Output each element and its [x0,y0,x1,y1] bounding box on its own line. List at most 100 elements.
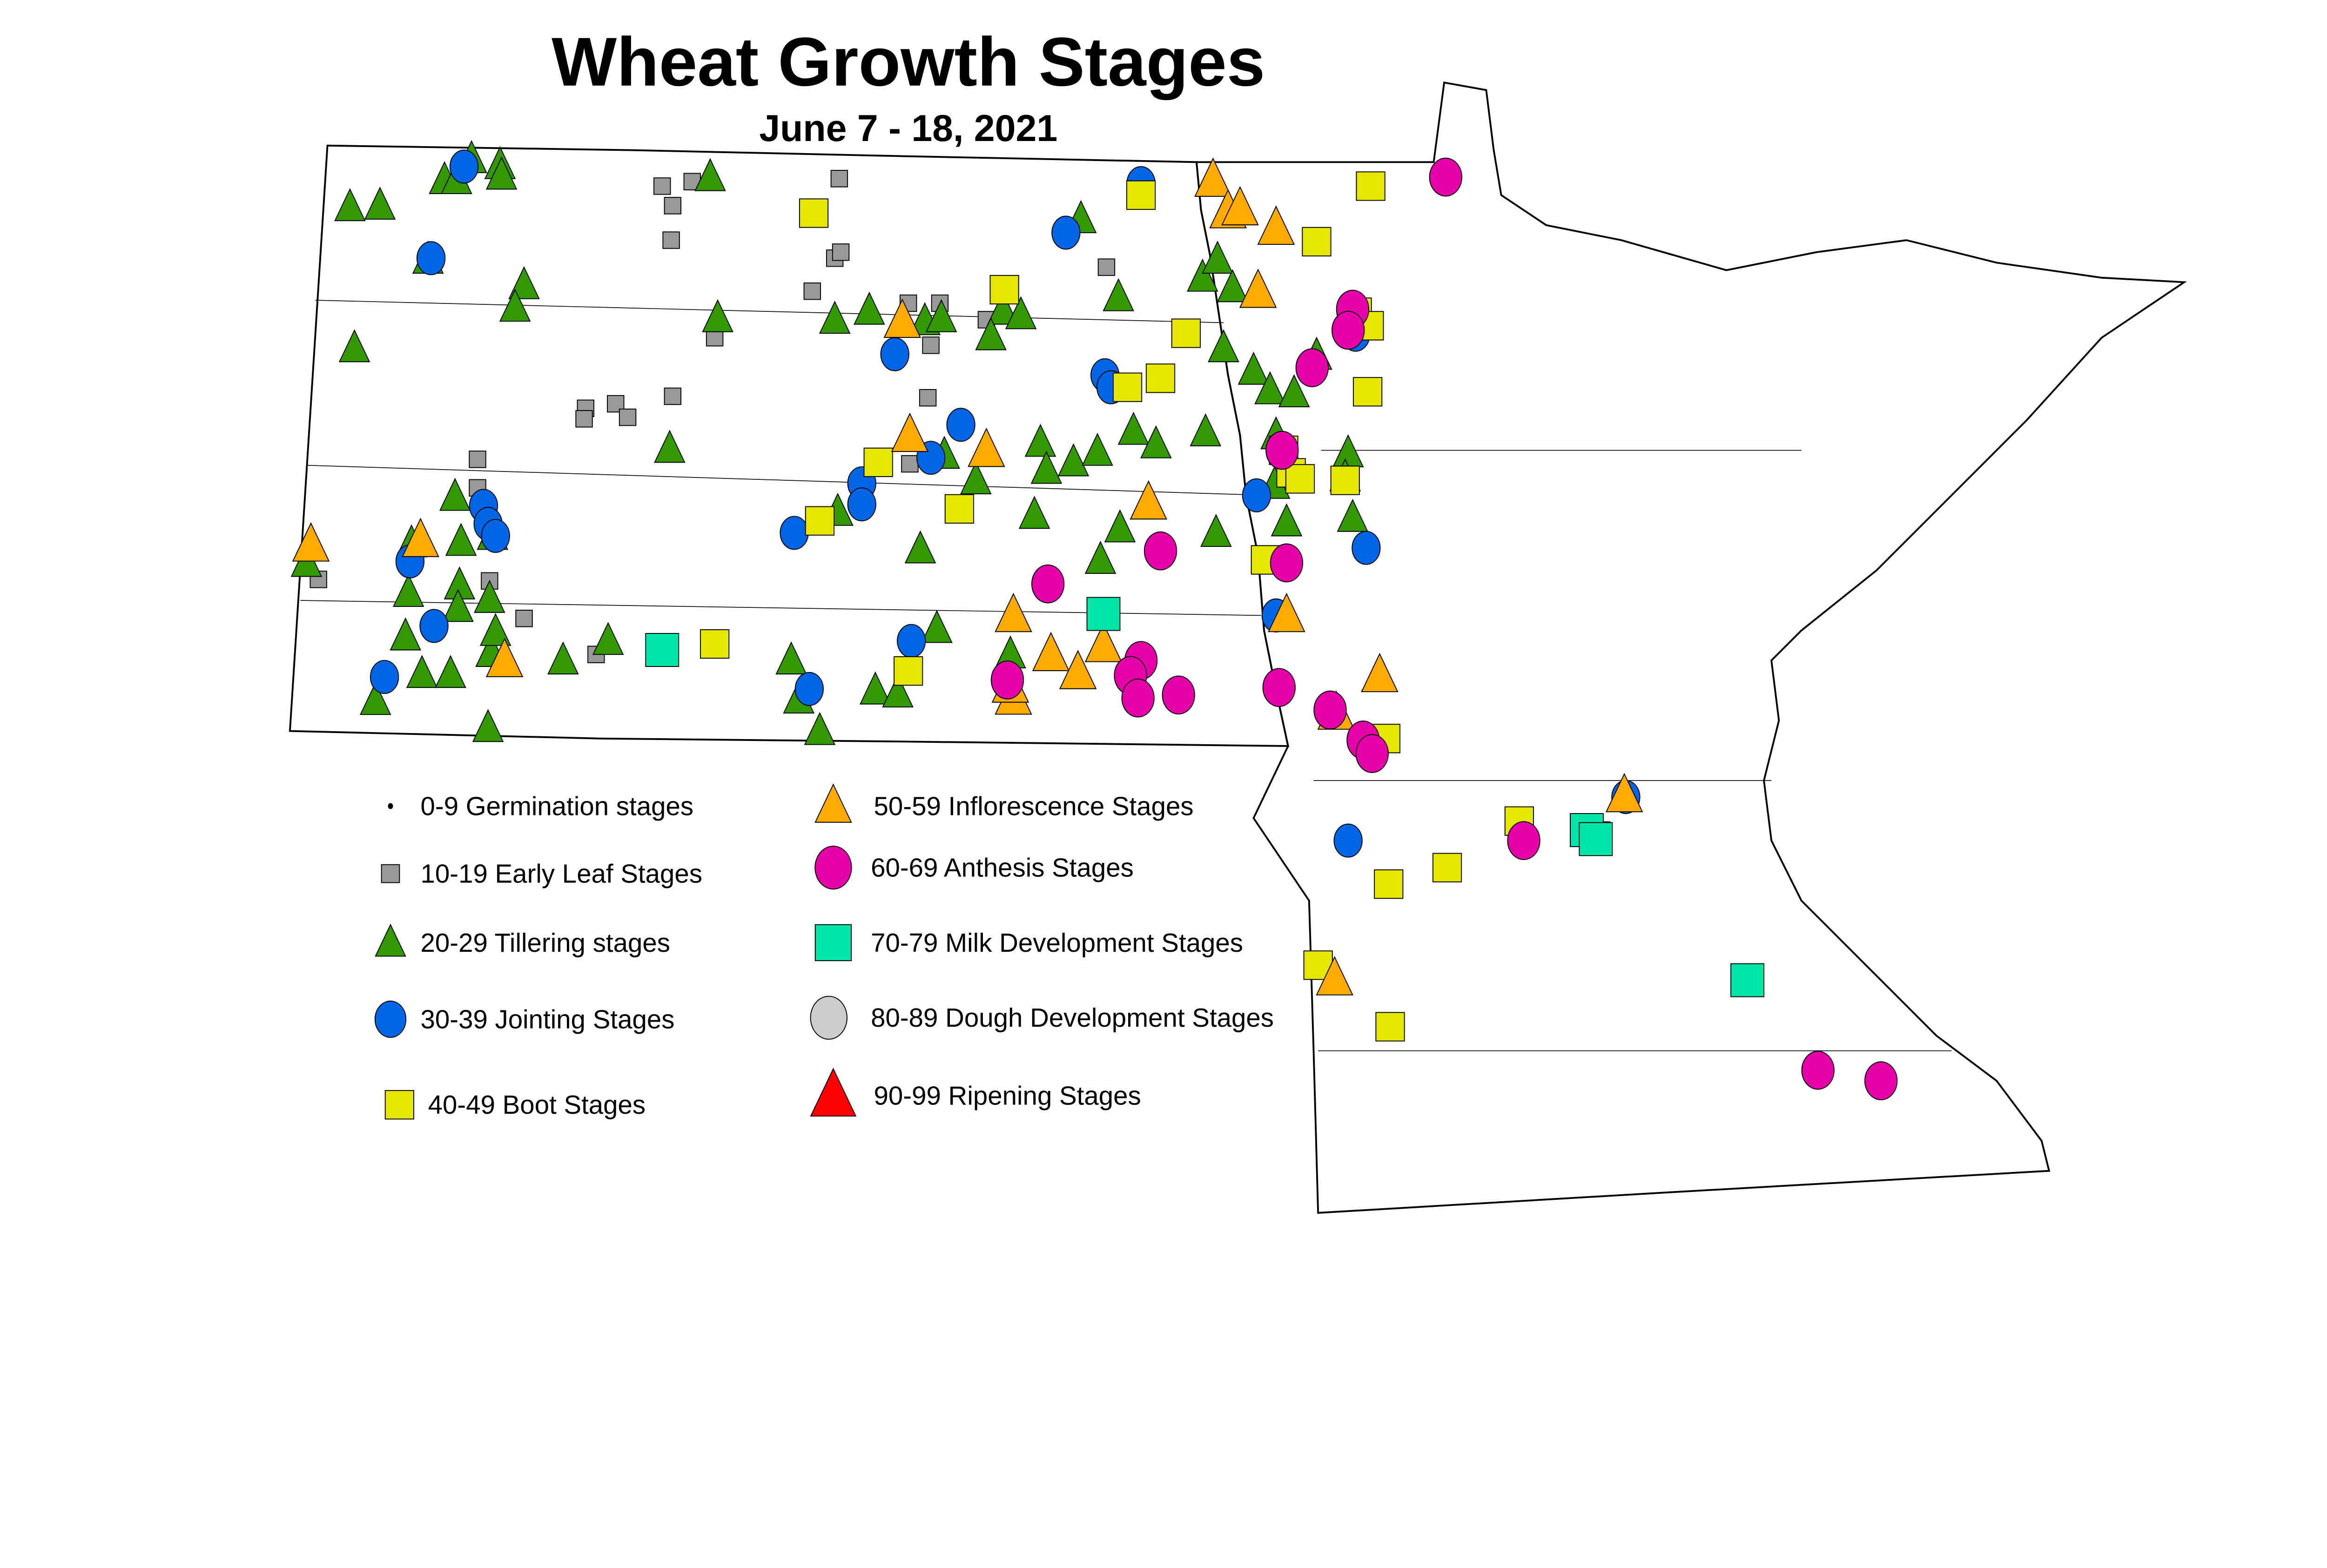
legend-label-anthesis: 60-69 Anthesis Stages [871,853,1134,882]
marker-tillering [1208,329,1239,363]
marker-boot [1374,869,1404,899]
legend-label-dough: 80-89 Dough Development Stages [871,1003,1274,1032]
state-boundaries [289,81,2187,1214]
marker-anthesis [1801,1050,1835,1090]
marker-inflorescence [891,412,929,452]
legend-symbol-jointing [374,1000,407,1038]
marker-inflorescence [1361,653,1399,693]
marker-anthesis [1121,678,1155,718]
marker-jointing [847,487,876,522]
legend-symbol-early-leaf [381,864,400,883]
marker-tillering [1337,498,1369,532]
county-line [308,465,1269,496]
marker-early-leaf [1097,258,1116,276]
marker-jointing [780,516,809,550]
marker-anthesis [1265,431,1299,470]
map-subtitle: June 7 - 18, 2021 [759,108,1057,149]
legend-symbol-boot [384,1090,414,1120]
marker-boot [863,447,893,477]
marker-early-leaf [803,282,821,300]
marker-inflorescence [1605,773,1643,813]
marker-jointing [946,408,975,442]
legend-symbol-inflorescence [814,783,852,823]
site-markers [290,140,1898,1100]
marker-anthesis [1332,310,1365,350]
marker-milk [645,633,679,667]
marker-inflorescence [995,592,1032,633]
marker-inflorescence [1130,480,1167,520]
marker-inflorescence [402,518,439,557]
marker-boot [1432,853,1462,882]
marker-tillering [1278,374,1310,407]
marker-tillering [508,266,540,299]
marker-boot [799,198,829,228]
marker-early-leaf [653,177,671,195]
marker-tillering [775,641,807,675]
marker-tillering [364,186,396,220]
marker-tillering [1057,443,1090,477]
marker-tillering [702,299,733,332]
marker-tillering [359,682,391,715]
marker-boot [944,494,974,524]
marker-inflorescence [883,298,921,338]
county-line [315,300,1224,323]
marker-tillering [547,641,579,675]
marker-boot [1353,377,1383,407]
marker-jointing [880,337,909,371]
marker-inflorescence [1268,592,1305,633]
marker-anthesis [990,660,1024,700]
marker-tillering [960,461,992,495]
marker-boot [805,506,835,536]
marker-tillering [1254,371,1286,404]
marker-early-leaf [469,451,486,468]
marker-tillering [1332,434,1364,468]
marker-anthesis [1355,734,1389,773]
marker-anthesis [1262,668,1296,707]
marker-boot [700,629,730,659]
marker-tillering [882,674,914,708]
marker-tillering [1024,424,1056,457]
marker-anthesis [1507,821,1540,860]
marker-tillering [485,156,518,190]
marker-milk [1086,597,1121,631]
marker-early-leaf [515,610,533,627]
marker-tillering [439,478,471,511]
legend-label-tillering: 20-29 Tillering stages [421,928,670,957]
marker-tillering [1018,496,1050,529]
legend-label-inflorescence: 50-59 Inflorescence Stages [874,791,1194,821]
marker-tillering [592,622,624,655]
marker-tillering [859,671,891,705]
marker-tillering [406,655,438,688]
marker-jointing [419,609,449,643]
marker-milk [1579,822,1613,856]
marker-inflorescence [1221,186,1259,226]
marker-boot [1330,465,1360,495]
marker-jointing [481,518,510,553]
marker-early-leaf [830,170,848,188]
marker-tillering [1190,413,1222,446]
marker-boot [989,275,1019,305]
marker-tillering [654,430,686,463]
marker-tillering [804,712,836,745]
marker-boot [1356,171,1385,201]
marker-early-leaf [832,243,850,261]
marker-anthesis [1162,675,1195,715]
marker-tillering [819,301,851,334]
marker-tillering [390,617,422,651]
marker-tillering [925,299,957,332]
marker-boot [1302,227,1332,256]
legend-symbol-dough [810,996,847,1040]
marker-inflorescence [292,522,330,562]
legend-symbol-ripening [810,1068,857,1117]
marker-tillering [1082,432,1113,466]
marker-tillering [854,291,885,325]
marker-jointing [1242,478,1271,512]
marker-milk [1730,963,1765,997]
marker-tillering [445,523,477,556]
marker-inflorescence [1194,157,1232,197]
marker-jointing [1051,215,1081,250]
marker-inflorescence [1257,205,1295,245]
marker-tillering [334,188,366,222]
marker-boot [1145,363,1176,393]
marker-early-leaf [619,408,637,426]
